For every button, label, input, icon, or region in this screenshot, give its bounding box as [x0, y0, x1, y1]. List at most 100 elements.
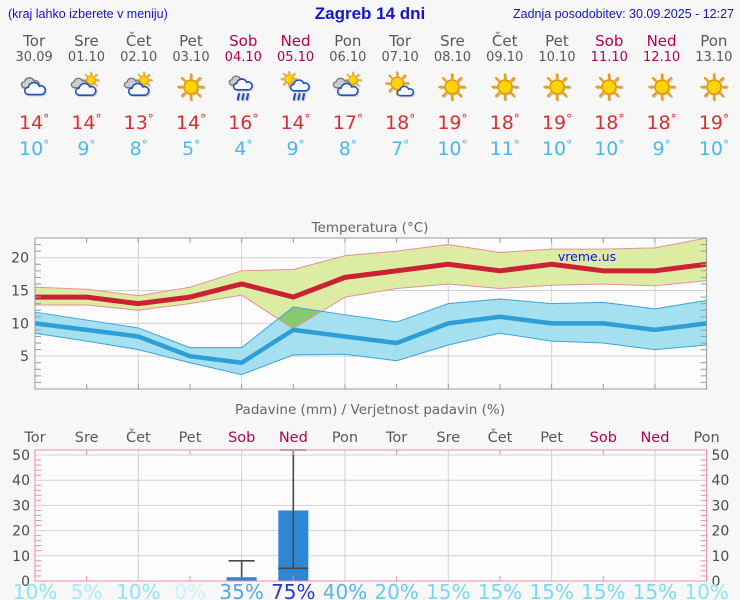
- svg-text:0: 0: [21, 574, 30, 590]
- day-column: Pon 13.10 19° 10°: [688, 33, 740, 163]
- weather-icon-box: [593, 65, 625, 107]
- sunny-icon: [436, 71, 468, 103]
- high-temperature: 18°: [489, 112, 520, 134]
- low-temperature: 9°: [77, 138, 96, 160]
- svg-text:Čet: Čet: [488, 428, 513, 446]
- day-column: Ned 05.10 14° 9°: [269, 33, 321, 163]
- sun-rain-icon: [280, 71, 312, 103]
- probability-label: 40%: [323, 580, 367, 600]
- high-temperature: 19°: [541, 112, 573, 134]
- high-temperature: 17°: [332, 112, 363, 134]
- day-column: Tor 30.09 14° 10°: [8, 33, 60, 163]
- day-name: Čet: [491, 32, 518, 50]
- day-column: Čet 02.10 13° 8°: [113, 33, 165, 163]
- day-name: Čet: [125, 32, 152, 50]
- day-date: 11.10: [590, 50, 628, 65]
- day-name: Ned: [646, 32, 677, 50]
- day-name: Tor: [23, 32, 46, 50]
- weather-icon-box: [646, 65, 678, 107]
- precip-bar: [226, 577, 257, 581]
- weather-icon-box: [698, 65, 730, 107]
- low-temperature: 9°: [652, 138, 671, 160]
- temp-max-line: [35, 261, 707, 307]
- svg-text:10: 10: [712, 549, 730, 565]
- sunny-icon: [489, 71, 521, 103]
- high-temperature: 14°: [175, 112, 207, 134]
- precip-gridlines: [35, 450, 707, 581]
- high-temperature: 14°: [280, 112, 311, 134]
- day-name: Sob: [595, 32, 624, 50]
- low-temperature: 7°: [391, 138, 410, 160]
- temp-max-range-band: [35, 238, 707, 329]
- low-temperature: 5°: [181, 138, 201, 160]
- day-date: 06.10: [329, 50, 367, 65]
- low-temperature: 11°: [489, 138, 520, 160]
- low-temperature: 10°: [541, 138, 573, 160]
- svg-text:Tor: Tor: [385, 430, 407, 446]
- precip-bars: [226, 449, 309, 581]
- day-name: Sre: [440, 32, 465, 50]
- weather-icon-box: [280, 65, 312, 107]
- precipitation-chart: Padavine (mm) / Verjetnost padavin (%) To…: [12, 402, 730, 600]
- svg-text:Pon: Pon: [332, 430, 358, 446]
- day-column: Sob 04.10 16° 4°: [217, 33, 269, 163]
- day-column: Pet 03.10 14° 5°: [165, 33, 217, 163]
- day-name: Pon: [334, 32, 362, 50]
- cloudy-icon: [18, 71, 50, 103]
- high-temperature: 14°: [19, 112, 50, 134]
- probability-label: 5%: [71, 580, 103, 600]
- sunny-icon: [593, 71, 625, 103]
- temp-min-line: [34, 314, 707, 365]
- day-date: 02.10: [120, 50, 158, 65]
- low-temperature: 10°: [437, 138, 468, 160]
- day-name: Ned: [280, 32, 311, 50]
- day-column: Tor 07.10 18° 7°: [374, 33, 426, 163]
- high-temperature: 18°: [594, 112, 625, 134]
- probability-label: 35%: [219, 580, 263, 600]
- day-name: Sob: [229, 32, 258, 50]
- day-date: 09.10: [486, 50, 524, 65]
- partly-cloudy-icon: [70, 71, 102, 103]
- day-column: Ned 12.10 18° 9°: [635, 33, 687, 163]
- partly-cloudy-icon: [123, 71, 155, 103]
- probability-label: 10%: [684, 580, 728, 600]
- weather-icon-box: [489, 65, 521, 107]
- rain-icon: [227, 71, 259, 103]
- page-header: (kraj lahko izberete v meniju) Zagreb 14…: [0, 4, 740, 28]
- weather-icon-box: [175, 65, 207, 107]
- page-title: Zagreb 14 dni: [314, 4, 426, 23]
- sunny-icon: [646, 71, 678, 103]
- svg-text:Pet: Pet: [540, 430, 563, 446]
- high-temperature: 18°: [646, 112, 677, 134]
- precip-chart-title: Padavine (mm) / Verjetnost padavin (%): [235, 402, 505, 418]
- weather-icon-box: [227, 65, 259, 107]
- sunny-icon: [175, 71, 207, 103]
- watermark-vreme-us: vreme.us: [558, 249, 616, 264]
- last-update-text: Zadnja posodobitev: 30.09.2025 - 12:27: [512, 7, 734, 21]
- day-date: 10.10: [538, 50, 576, 65]
- temperature-chart: Temperatura (°C) 5 10 15 20 vreme.us: [11, 220, 708, 390]
- day-column: Sob 11.10 18° 10°: [583, 33, 635, 163]
- day-date: 12.10: [642, 50, 681, 65]
- temp-max-range-lower-edge: [35, 280, 707, 330]
- day-date: 05.10: [276, 50, 315, 65]
- weather-icon-box: [541, 65, 573, 107]
- low-temperature: 4°: [234, 138, 253, 160]
- probability-label: 0%: [174, 580, 206, 600]
- temp-chart-title: Temperatura (°C): [311, 220, 429, 236]
- probability-label: 10%: [116, 580, 160, 600]
- probability-label: 15%: [529, 580, 573, 600]
- forecast-grid: Tor 30.09 14° 10° Sre 01.10 14° 9° Čet 02.10 13° 8°…: [8, 33, 740, 163]
- probability-label: 15%: [633, 580, 677, 600]
- precip-day-labels: Tor Sre Čet Pet Sob Ned Pon Tor Sre Čet Pet Sob Ned P…: [23, 428, 719, 446]
- day-name: Sre: [74, 32, 99, 50]
- band-overlap: [278, 306, 322, 329]
- day-column: Čet 09.10 18° 11°: [479, 33, 531, 163]
- low-temperature: 10°: [19, 138, 50, 160]
- partly-cloudy-icon: [332, 71, 364, 103]
- day-column: Pon 06.10 17° 8°: [322, 33, 374, 163]
- high-temperature: 13°: [123, 112, 154, 134]
- weather-icon-box: [70, 65, 102, 107]
- svg-text:20: 20: [11, 251, 29, 267]
- precip-plot-area: [35, 450, 707, 581]
